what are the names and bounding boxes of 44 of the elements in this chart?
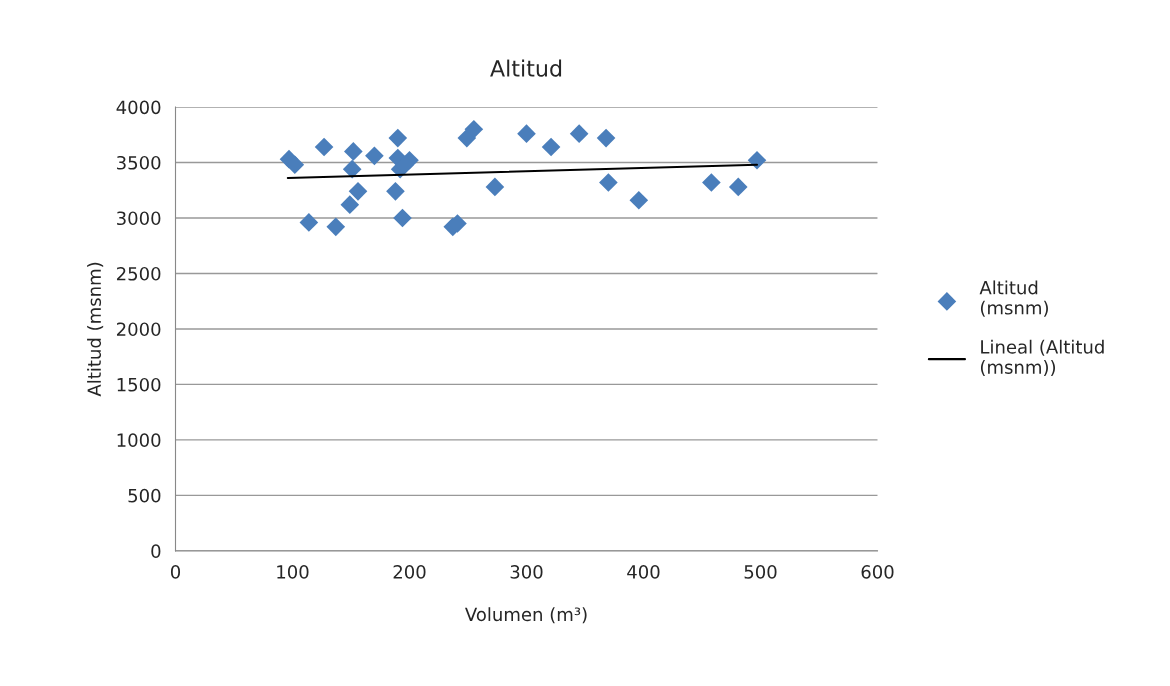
- x-tick-label: 500: [744, 565, 777, 579]
- x-tick-label: 200: [393, 565, 426, 579]
- point: [393, 208, 412, 228]
- point: [629, 190, 649, 210]
- point: [702, 173, 721, 192]
- point: [340, 195, 360, 214]
- point: [569, 124, 589, 143]
- x-tick-label: 0: [170, 565, 181, 579]
- point: [344, 142, 363, 161]
- legend-label: Lineal (Altitud (msnm)): [980, 339, 1104, 377]
- point: [388, 128, 408, 148]
- point: [348, 182, 368, 201]
- point: [541, 137, 561, 157]
- x-axis-title: Volumen (m³): [465, 607, 587, 624]
- point: [314, 137, 334, 157]
- point: [517, 124, 536, 143]
- point: [747, 150, 767, 170]
- x-tick-label: 400: [627, 565, 660, 579]
- y-tick-label: 1000: [117, 433, 161, 448]
- x-tick-label: 300: [510, 565, 543, 579]
- y-tick-label: 3000: [117, 211, 161, 226]
- point: [596, 128, 616, 148]
- point: [485, 177, 505, 197]
- point: [386, 182, 405, 201]
- x-tick-label: 100: [277, 565, 309, 579]
- y-tick-label: 4000: [116, 100, 161, 115]
- point: [285, 155, 305, 175]
- point: [299, 213, 319, 232]
- legend-label: Altitud (msnm): [979, 280, 1048, 317]
- point: [342, 159, 362, 179]
- y-tick-label: 0: [151, 544, 161, 558]
- point: [326, 217, 346, 237]
- y-tick-label: 500: [128, 488, 161, 503]
- y-tick-label: 2500: [116, 266, 161, 281]
- y-tick-label: 2000: [116, 322, 161, 337]
- point: [599, 173, 618, 192]
- x-tick-label: 600: [861, 565, 894, 579]
- point: [464, 119, 484, 139]
- chart-title: Altitud: [490, 59, 562, 77]
- y-axis-title: Altitud (msnm): [87, 262, 104, 397]
- y-tick-label: 1500: [117, 377, 161, 392]
- y-tick-label: 3500: [117, 155, 161, 170]
- point: [728, 177, 748, 197]
- point: [365, 146, 384, 166]
